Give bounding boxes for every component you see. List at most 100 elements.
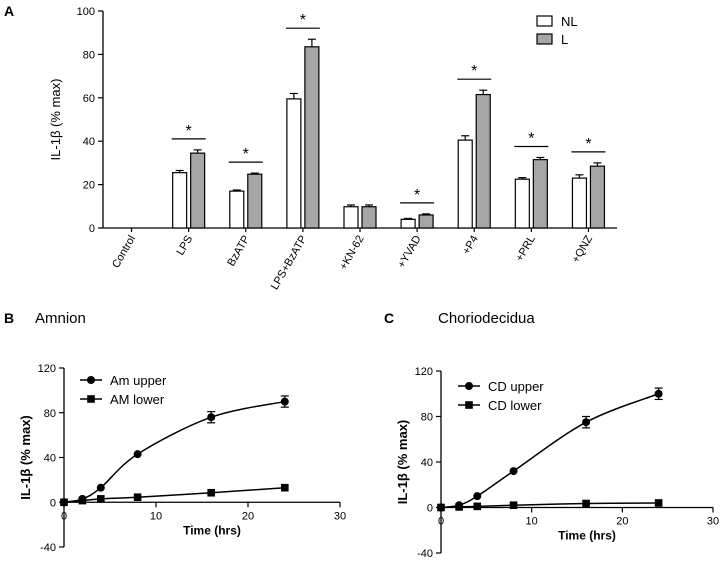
y-tick-label: 60 — [83, 93, 95, 105]
chart-b: Amnion -40 0 40 80 120 0 10 20 30 Time (hrs) IL-1β … — [18, 310, 346, 554]
x-tick-label: 10 — [150, 510, 162, 522]
legend-swatch-nl — [536, 15, 553, 27]
y-tick-label: -40 — [40, 542, 56, 554]
significance-star: * — [528, 130, 534, 147]
y-tick-label: 120 — [415, 366, 433, 378]
bar-l — [589, 165, 606, 229]
bar-nl — [400, 218, 416, 229]
chart-a: 0 20 40 60 80 100 IL-1β (% max) Control LPS * BzAT… — [48, 6, 617, 292]
data-point-square — [654, 499, 663, 507]
y-tick-label: -40 — [417, 548, 433, 560]
y-tick-label: 20 — [83, 180, 95, 192]
x-tick-label: 20 — [616, 516, 628, 528]
x-tick-label: LPS — [174, 234, 195, 258]
significance-star: * — [471, 63, 477, 80]
legend-label-l: L — [561, 32, 568, 47]
legend-marker-circle — [465, 382, 473, 390]
x-tick-label: +YVAD — [396, 233, 424, 270]
chart-title: Amnion — [35, 310, 86, 327]
panel-label-a: A — [4, 3, 14, 19]
panel-label-c: C — [384, 310, 394, 326]
x-axis-label: Time (hrs) — [183, 523, 241, 537]
x-tick-label: 20 — [242, 510, 254, 522]
bar-l — [190, 152, 206, 229]
y-tick-label: 100 — [77, 6, 95, 18]
data-point-square — [133, 493, 142, 502]
data-point-circle — [473, 492, 482, 501]
bar-nl — [571, 177, 588, 229]
legend-label: AM lower — [110, 392, 165, 407]
x-tick-label: 0 — [438, 516, 444, 528]
data-point-square — [97, 495, 105, 503]
series-line-0 — [440, 393, 659, 509]
bar-nl — [343, 206, 359, 229]
data-point-circle — [96, 483, 105, 492]
x-tick-label: +QNZ — [570, 233, 595, 265]
y-tick-label: 80 — [421, 412, 433, 424]
data-point-circle — [582, 418, 591, 427]
bar-l — [247, 173, 263, 229]
bar-nl — [172, 172, 188, 229]
y-tick-label: 0 — [50, 497, 56, 509]
legend-marker-square — [87, 395, 95, 403]
legend-marker-square — [465, 401, 473, 409]
significance-star: * — [585, 136, 591, 153]
data-point-square — [455, 503, 463, 511]
bar-l — [475, 93, 491, 229]
y-axis-label: IL-1β (% max) — [48, 79, 63, 161]
x-tick-label: +KN-62 — [337, 234, 366, 273]
data-point-square — [582, 499, 590, 508]
y-tick-label: 80 — [44, 408, 56, 420]
y-axis-label: IL-1β (% max) — [395, 420, 410, 505]
y-tick-label: 120 — [38, 363, 56, 375]
x-tick-label: 0 — [61, 510, 67, 522]
data-point-circle — [509, 467, 518, 476]
bar-l — [304, 46, 320, 229]
data-point-square — [281, 483, 289, 492]
bar-l — [361, 206, 377, 229]
bar-nl — [229, 190, 245, 229]
x-tick-label: 30 — [334, 510, 346, 522]
data-point-square — [78, 496, 87, 505]
y-axis-label: IL-1β (% max) — [18, 415, 33, 500]
significance-star: * — [300, 12, 306, 29]
data-point-circle — [280, 397, 289, 406]
data-point-square — [207, 488, 215, 497]
data-point-circle — [133, 450, 142, 459]
bar-nl — [514, 178, 530, 229]
y-tick-label: 0 — [89, 223, 95, 235]
x-axis-label: Time (hrs) — [558, 529, 616, 543]
x-tick-label: Control — [110, 234, 138, 271]
panel-label-b: B — [4, 310, 14, 326]
x-tick-label: 10 — [526, 516, 538, 528]
bar-l — [418, 214, 434, 229]
x-tick-label: 30 — [707, 516, 719, 528]
y-tick-label: 80 — [83, 49, 95, 61]
legend-label: CD upper — [488, 379, 544, 394]
y-tick-label: 40 — [83, 136, 95, 148]
bar-nl — [457, 139, 473, 229]
data-point-circle — [207, 413, 216, 422]
x-tick-label: LPS+BzATP — [269, 234, 310, 293]
y-tick-label: 0 — [427, 503, 433, 515]
data-point-square — [473, 502, 482, 511]
data-point-square — [60, 498, 68, 507]
y-tick-label: 40 — [44, 453, 56, 465]
bar-nl — [286, 98, 302, 229]
chart-title: Choriodecidua — [438, 310, 535, 327]
x-tick-label: +P4 — [460, 234, 480, 257]
legend-label-nl: NL — [561, 14, 578, 29]
x-tick-label: BzATP — [225, 234, 252, 269]
legend-label: CD lower — [488, 398, 542, 413]
bar-l — [532, 159, 548, 229]
data-point-circle — [654, 389, 663, 398]
data-point-square — [437, 503, 445, 512]
legend-swatch-l — [536, 33, 553, 45]
data-point-square — [509, 501, 518, 510]
significance-star: * — [243, 146, 249, 163]
significance-star: * — [186, 123, 192, 140]
legend-label: Am upper — [110, 373, 167, 388]
legend-marker-circle — [87, 376, 95, 384]
significance-star: * — [414, 187, 420, 204]
